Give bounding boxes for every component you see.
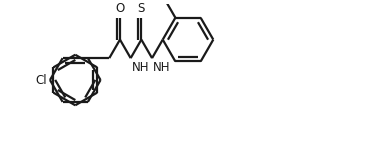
Text: NH: NH bbox=[153, 61, 170, 74]
Text: S: S bbox=[138, 2, 145, 15]
Text: Cl: Cl bbox=[35, 74, 47, 87]
Text: NH: NH bbox=[132, 61, 149, 74]
Text: O: O bbox=[115, 2, 124, 15]
